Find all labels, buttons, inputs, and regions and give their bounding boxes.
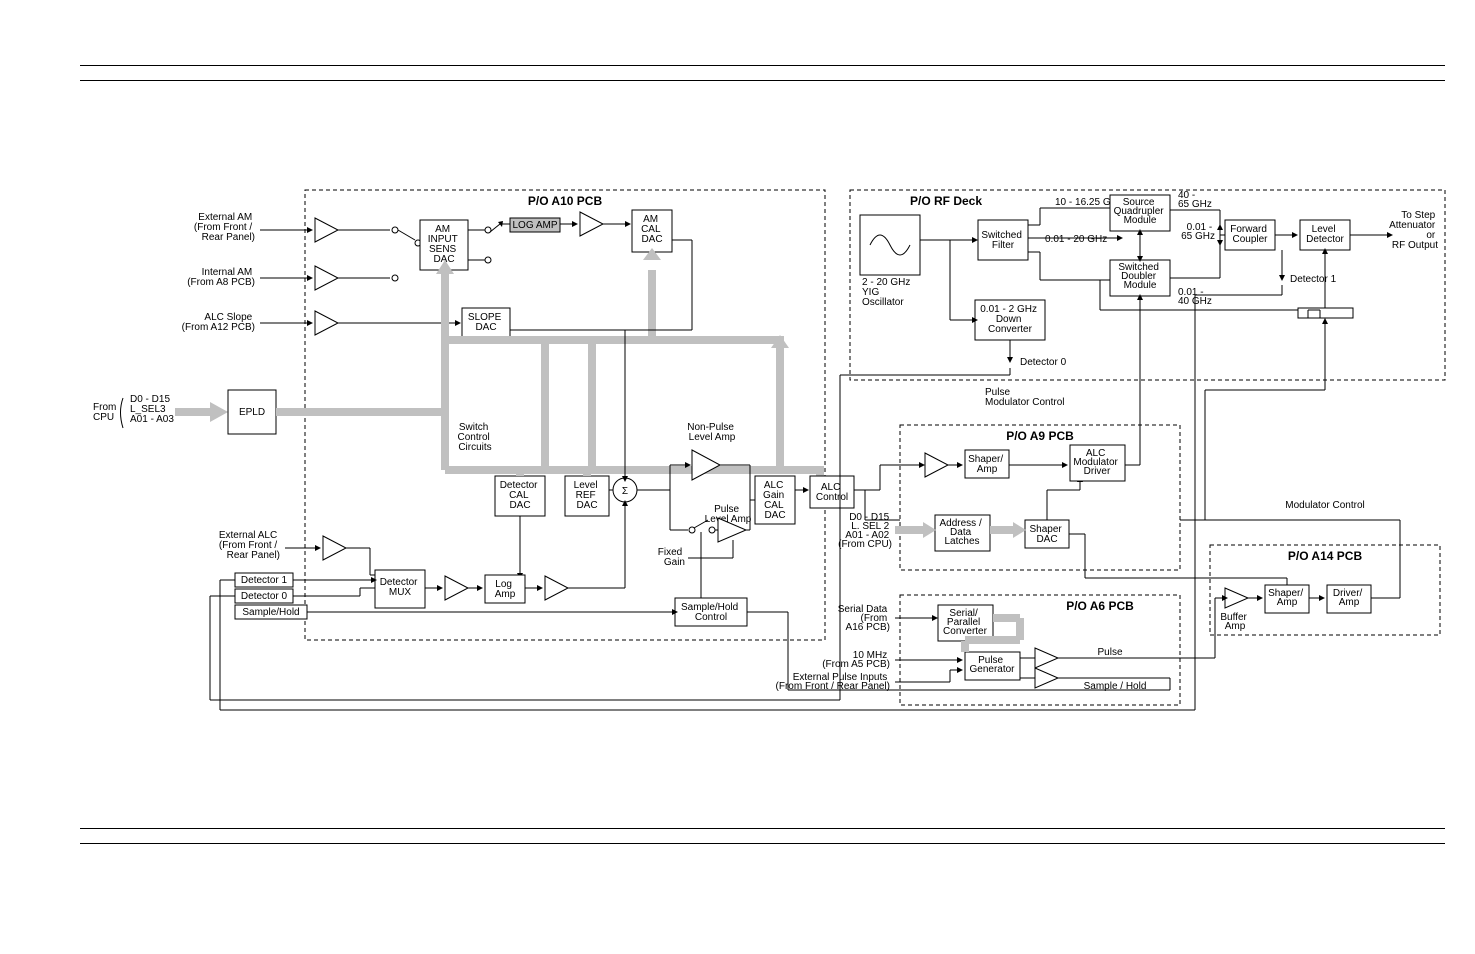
am-cal-dac: AM CAL DAC bbox=[641, 214, 663, 245]
log-amp-label: LOG AMP bbox=[512, 220, 557, 231]
f2: 0.01 - 20 GHz bbox=[1045, 234, 1107, 245]
det0-rf: Detector 0 bbox=[1020, 357, 1067, 368]
serial-data: Serial Data (From A16 PCB) bbox=[838, 604, 890, 633]
ext-am-label: External AM (From Front / Rear Panel) bbox=[194, 212, 255, 243]
bus-labels: D0 - D15 L_SEL3 A01 - A03 bbox=[130, 394, 174, 425]
fixed-gain: Fixed Gain bbox=[658, 547, 685, 568]
a9-title: P/O A9 PCB bbox=[1006, 429, 1074, 443]
buffer-amp: Buffer Amp bbox=[1220, 612, 1249, 632]
switch-ctrl: Switch Control Circuits bbox=[457, 422, 492, 453]
to-step: To Step Attenuator or RF Output bbox=[1389, 210, 1438, 251]
alc-slope-label: ALC Slope (From A12 PCB) bbox=[182, 312, 255, 333]
rfdeck-title: P/O RF Deck bbox=[910, 194, 982, 208]
mod-ctrl: Modulator Control bbox=[1285, 500, 1364, 511]
np-level-amp: Non-Pulse Level Amp bbox=[687, 422, 736, 443]
ext-alc-label: External ALC (From Front / Rear Panel) bbox=[219, 530, 280, 561]
sdm: Switched Doubler Module bbox=[1118, 262, 1161, 291]
log-amp2: Log Amp bbox=[495, 579, 516, 600]
a6-title: P/O A6 PCB bbox=[1066, 599, 1134, 613]
yig-label: 2 - 20 GHz YIG Oscillator bbox=[862, 277, 913, 308]
alc-gain-dac: ALC Gain CAL DAC bbox=[763, 480, 787, 521]
mhz10: 10 MHz (From A5 PCB) bbox=[822, 650, 890, 670]
ext-pulse: External Pulse Inputs (From Front / Rear… bbox=[776, 672, 890, 692]
det0-label: Detector 0 bbox=[241, 591, 288, 602]
pulse-label: Pulse bbox=[1097, 647, 1122, 658]
int-am-label: Internal AM (From A8 PCB) bbox=[187, 267, 255, 288]
level-ref-dac: Level REF DAC bbox=[574, 480, 601, 511]
a14-title: P/O A14 PCB bbox=[1288, 549, 1363, 563]
summer: Σ bbox=[622, 486, 628, 497]
det1-rf: Detector 1 bbox=[1290, 274, 1337, 285]
f3: 40 - 65 GHz bbox=[1178, 190, 1212, 210]
sh-label: Sample/Hold bbox=[242, 607, 299, 618]
a10-title: P/O A10 PCB bbox=[528, 194, 603, 208]
f4: 0.01 - 65 GHz bbox=[1181, 222, 1215, 242]
from-cpu-label: From CPU bbox=[93, 402, 119, 423]
det1-label: Detector 1 bbox=[241, 575, 288, 586]
fwd-coupler: Forward Coupler bbox=[1230, 224, 1269, 245]
epld-label: EPLD bbox=[239, 407, 265, 418]
pmc-label: Pulse Modulator Control bbox=[985, 387, 1064, 408]
